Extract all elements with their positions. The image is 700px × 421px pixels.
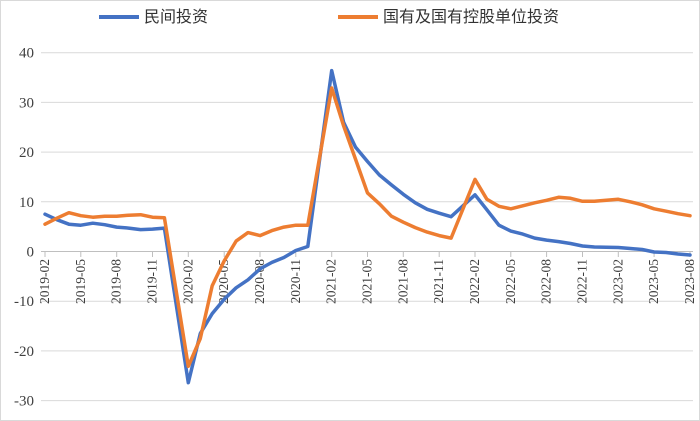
x-tick-label-2021-11: 2021-11: [431, 259, 446, 304]
x-tick-label-2020-08: 2020-08: [252, 259, 267, 304]
x-tick-label-2021-08: 2021-08: [395, 259, 410, 304]
x-tick-label-2022-05: 2022-05: [503, 259, 518, 304]
x-tick-label-2022-11: 2022-11: [575, 259, 590, 304]
y-axis-labels: 40 30 20 10 0 -10 -20 -30: [14, 46, 34, 410]
x-tick-label-2021-02: 2021-02: [324, 259, 339, 304]
x-tick-label-2022-02: 2022-02: [467, 259, 482, 304]
x-tick-label-2022-08: 2022-08: [539, 259, 554, 304]
y-tick-label-20: 20: [19, 145, 34, 161]
legend-label-private-investment: 民间投资: [144, 8, 208, 26]
legend: 民间投资 国有及国有控股单位投资: [99, 8, 559, 26]
y-tick-label-10: 10: [19, 195, 34, 211]
x-tick-label-2019-02: 2019-02: [37, 259, 52, 304]
y-tick-label-40: 40: [19, 46, 34, 62]
y-tick-label--10: -10: [14, 294, 34, 310]
y-tick-label--20: -20: [14, 344, 34, 360]
x-tick-label-2023-05: 2023-05: [646, 259, 661, 304]
x-axis-labels: 2019-02 2019-05 2019-08 2019-11 2020-02 2020-…: [37, 259, 697, 304]
x-axis-line: [41, 251, 693, 257]
y-tick-label-30: 30: [19, 95, 34, 111]
x-tick-label-2023-02: 2023-02: [610, 259, 625, 304]
x-tick-label-2020-02: 2020-02: [180, 259, 195, 304]
y-tick-label-0: 0: [27, 245, 35, 261]
legend-label-soe-investment: 国有及国有控股单位投资: [383, 8, 559, 26]
x-tick-label-2021-05: 2021-05: [360, 259, 375, 304]
x-tick-label-2019-11: 2019-11: [145, 259, 160, 304]
x-tick-label-2020-11: 2020-11: [288, 259, 303, 304]
x-tick-label-2019-08: 2019-08: [109, 259, 124, 304]
x-tick-label-2023-08: 2023-08: [682, 259, 697, 304]
x-tick-label-2019-05: 2019-05: [73, 259, 88, 304]
gridlines: [41, 52, 693, 402]
series-line-private-investment: [43, 68, 692, 385]
series-line-soe-investment: [43, 86, 692, 369]
y-tick-label--30: -30: [14, 394, 34, 410]
series-lines: [43, 68, 692, 385]
